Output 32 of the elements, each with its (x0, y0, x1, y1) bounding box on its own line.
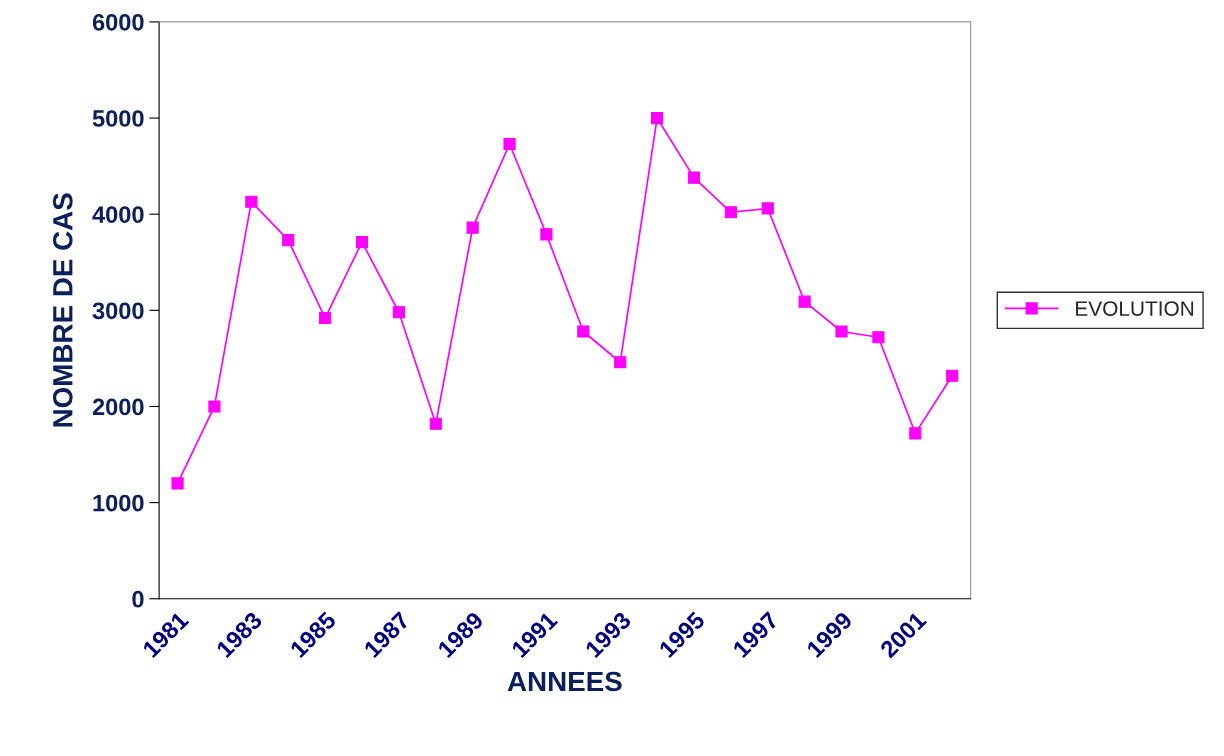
point (503, 137, 516, 151)
y-tick-label: 2000 (92, 398, 144, 416)
point (171, 477, 184, 490)
y-tick-label: 3000 (92, 302, 144, 320)
point (614, 356, 627, 369)
point (798, 295, 811, 308)
point (319, 311, 332, 325)
y-axis-title: NOMBRE DE CAS (52, 193, 73, 427)
point (282, 234, 295, 247)
y-tick-label: 4000 (92, 206, 144, 223)
point (761, 202, 774, 215)
point (577, 325, 590, 338)
point (540, 228, 553, 241)
point (909, 427, 922, 440)
point (724, 206, 737, 219)
y-tick-label: 5000 (92, 110, 144, 127)
y-tick-label: 0 (132, 590, 144, 608)
point (466, 221, 479, 234)
y-tick-label: 1000 (93, 494, 144, 512)
point (355, 236, 369, 249)
point (392, 306, 405, 319)
point (429, 417, 442, 430)
point (651, 111, 664, 125)
point (835, 325, 848, 338)
y-tick-label: 6000 (92, 13, 144, 31)
point (872, 331, 885, 344)
legend-label: EVOLUTION (1076, 301, 1194, 316)
point (687, 171, 701, 184)
point (946, 369, 959, 382)
point (208, 400, 221, 413)
point (245, 195, 258, 208)
x-axis-title: ANNEES (507, 671, 622, 692)
